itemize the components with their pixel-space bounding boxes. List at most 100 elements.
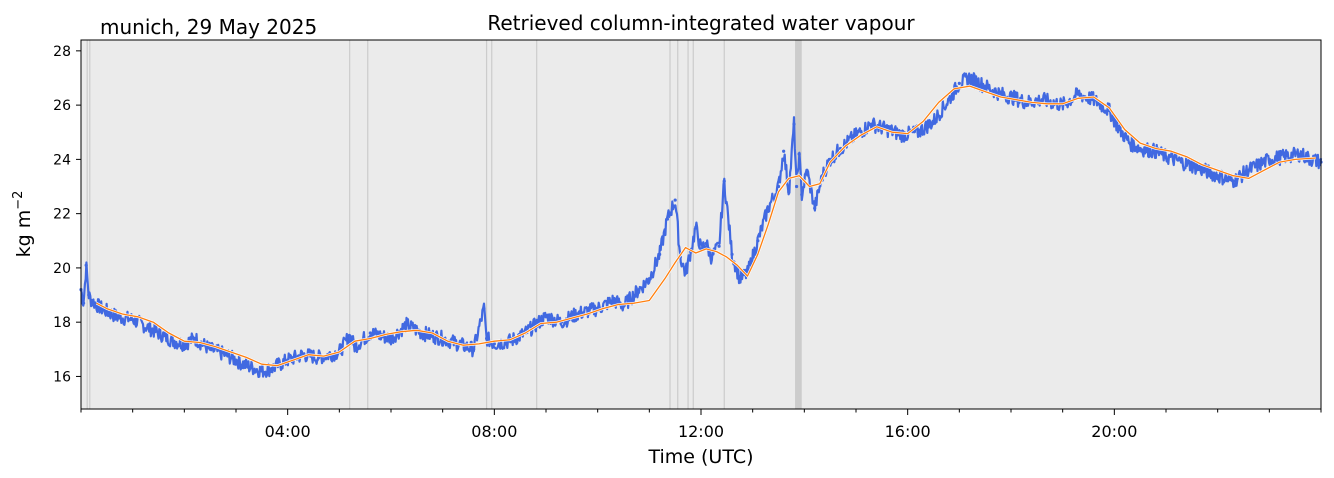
raw-point-60 [756,239,760,243]
y-tick-label-28: 28 [53,44,71,60]
raw-point-95 [1154,149,1158,153]
raw-point-17 [260,369,264,373]
raw-point-82 [968,76,972,80]
raw-point-11 [182,342,186,346]
raw-point-89 [1076,92,1080,96]
raw-point-8 [146,326,150,330]
raw-point-51 [694,225,698,229]
raw-point-49 [683,271,688,275]
raw-point-68 [800,193,804,197]
raw-point-33 [484,336,489,341]
raw-point-69 [805,168,809,172]
raw-point-101 [1247,168,1251,172]
y-tick-label-16: 16 [53,369,71,385]
raw-point-79 [931,119,936,123]
raw-point-93 [1128,141,1132,145]
raw-point-1 [81,301,86,305]
raw-point-54 [709,255,713,259]
x-tick-label-12: 12:00 [678,422,724,441]
raw-point-27 [404,323,409,327]
raw-point-67 [797,152,801,156]
raw-point-66 [794,184,799,189]
raw-point-32 [482,307,486,311]
raw-point-26 [389,336,393,341]
y-tick-label-26: 26 [53,98,71,114]
raw-point-56 [722,179,726,183]
raw-point-62 [776,184,781,189]
raw-point-103 [1283,155,1287,159]
raw-point-23 [348,334,352,338]
raw-point-92 [1117,127,1122,132]
raw-point-16 [244,363,248,368]
raw-point-58 [738,277,742,281]
y-axis: 16 18 20 22 24 26 28 [53,44,81,385]
x-tick-label-4: 04:00 [265,422,311,441]
x-tick-label-8: 08:00 [471,422,517,441]
raw-point-55 [717,244,721,248]
raw-point-6 [115,315,119,319]
raw-point-70 [813,206,817,210]
y-axis-label-unit: kg m [13,210,35,258]
raw-point-46 [665,217,670,221]
x-axis: 04:00 08:00 12:00 16:00 20:00 [80,409,1322,441]
smoothed-series-line [96,85,1316,367]
raw-point-94 [1138,146,1142,151]
raw-point-39 [575,312,579,316]
raw-point-34 [492,342,496,346]
raw-point-98 [1195,165,1199,170]
raw-point-84 [999,92,1003,96]
raw-point-7 [131,317,135,322]
raw-point-47 [673,198,677,202]
raw-series-line [79,72,1323,378]
chart-title: Retrieved column-integrated water vapour [487,11,915,35]
raw-point-65 [792,122,796,126]
raw-point-14 [224,353,228,357]
raw-point-24 [353,344,357,349]
raw-point-96 [1164,155,1168,159]
raw-point-97 [1179,160,1184,164]
raw-point-15 [234,358,238,362]
raw-point-63 [782,149,786,153]
raw-point-37 [544,315,548,319]
raw-point-13 [208,347,212,351]
raw-point-102 [1267,157,1271,161]
x-tick-label-20: 20:00 [1091,422,1137,441]
raw-point-78 [916,130,920,134]
raw-point-31 [472,347,476,351]
raw-point-57 [730,252,734,256]
raw-point-9 [162,334,166,338]
raw-point-80 [947,98,951,102]
raw-point-100 [1231,179,1235,183]
y-tick-label-24: 24 [53,152,71,168]
raw-point-18 [270,366,274,370]
y-axis-label: kg m−2 [11,191,35,258]
raw-point-25 [368,331,372,335]
raw-point-45 [658,252,662,256]
raw-point-75 [869,122,874,126]
x-tick-label-16: 16:00 [885,422,931,441]
raw-point-5 [100,307,104,311]
raw-point-87 [1040,98,1044,102]
raw-point-83 [983,84,987,88]
raw-series [79,72,1323,378]
raw-point-2 [84,263,88,267]
location-label: munich, 29 May 2025 [100,15,317,39]
raw-point-3 [87,293,91,297]
gap-band [795,40,802,409]
raw-point-64 [787,190,791,194]
raw-point-61 [766,206,770,210]
smoothed-series [95,84,1316,367]
y-tick-label-20: 20 [53,261,71,277]
raw-point-4 [89,298,93,303]
y-axis-label-sup: −2 [11,191,26,210]
raw-point-104 [1298,152,1302,156]
raw-point-99 [1216,174,1220,178]
raw-point-53 [704,241,708,246]
raw-point-12 [193,336,197,341]
raw-point-81 [957,81,961,86]
raw-point-10 [172,339,176,343]
raw-point-44 [647,277,651,281]
plot-background [81,40,1321,409]
y-tick-label-22: 22 [53,207,71,223]
raw-point-74 [854,133,858,137]
